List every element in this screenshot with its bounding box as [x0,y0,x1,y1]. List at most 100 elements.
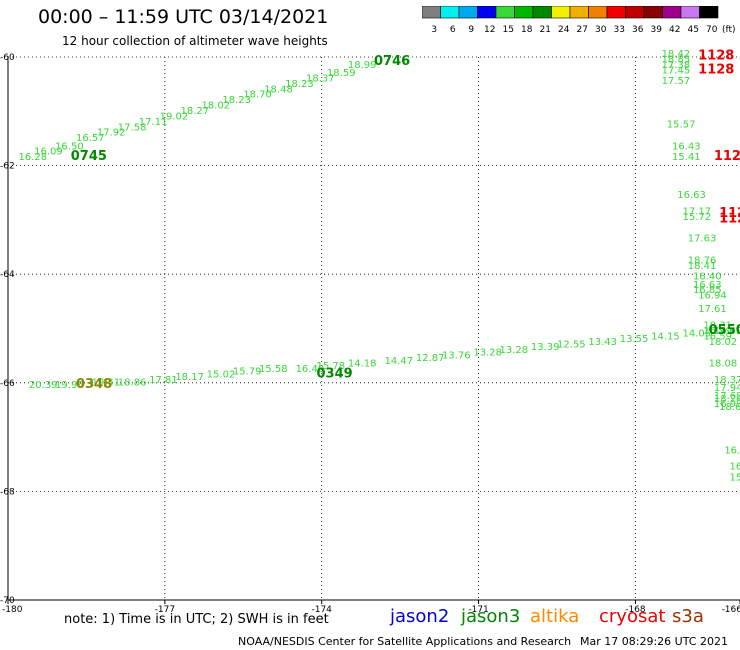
wave-height-value: 16.40 [693,272,722,283]
colorbar-label: 6 [450,25,456,35]
wave-height-value: 15.90 [730,473,740,484]
y-tick-label: -62 [0,162,15,172]
wave-height-value: 14.43 [714,326,740,337]
wave-height-value: 18.48 [264,84,293,95]
wave-height-value: 18.02 [201,101,230,112]
wave-height-value: 18.42 [662,49,691,60]
wave-height-value: 18.70 [243,90,272,101]
wave-height-value: 14.05 [682,329,711,340]
wave-height-value: 13.28 [499,345,528,356]
pass-time-label: 0550 [709,323,740,338]
footer-note: note: 1) Time is in UTC; 2) SWH is in fe… [64,612,329,627]
colorbar-label: 36 [632,25,644,35]
wave-height-value: 17.68 [714,391,740,402]
wave-height-value: 18.02 [709,337,738,348]
wave-height-value: 16.49 [296,364,325,375]
legend-jason2: jason2 [390,606,450,627]
y-tick-label: -68 [0,487,15,497]
wave-height-value: 13.55 [620,334,649,345]
pass-time-label: 0745 [71,149,107,164]
pass-time-label: 1128 [719,206,740,221]
wave-height-value: 16.47 [730,462,740,473]
wave-height-value: 16.43 [672,141,701,152]
wave-height-value: 15.02 [207,369,236,380]
wave-height-value: 16.59 [703,331,732,342]
wave-height-value: 14.15 [651,331,680,342]
wave-height-value: 18.23 [285,79,314,90]
wave-height-value: 16.63 [693,280,722,291]
pass-time-label: 1128 [719,212,740,227]
pass-time-label: 1128 [698,49,734,64]
wave-height-value: 16.85 [693,285,722,296]
wave-height-value: 13.39 [531,342,560,353]
colorbar-swatch [699,6,719,19]
wave-height-value: 20.39 [29,380,58,391]
pass-time-label: 0746 [374,54,410,69]
y-tick-label: -70 [0,596,15,606]
wave-height-value: 18.24 [714,394,740,405]
legend-altika: altika [530,606,580,627]
y-tick-label: -66 [0,379,15,389]
wave-height-value: 19.96 [55,380,84,391]
colorbar-label: 12 [484,25,495,35]
wave-height-value: 18.59 [327,68,356,79]
pass-time-label: 1128 [698,62,734,77]
legend-cryosat: cryosat [599,606,666,627]
wave-height-value: 15.57 [667,120,696,131]
wave-height-value: 17.63 [688,234,717,245]
wave-height-value: 16.09 [34,147,63,158]
wave-height-value: 18.85 [662,54,691,65]
colorbar-label: 9 [468,25,474,35]
wave-height-value: 18.69 [719,402,740,413]
wave-height-value: 13.43 [588,337,617,348]
color-scale-legend: 3 6 9 12 15 18 21 24 27 30 33 36 39 42 45 70 (ft) [422,6,736,35]
wave-height-value: 16.57 [76,133,105,144]
wave-height-value: 16.50 [55,141,84,152]
wave-height-value: 12.87 [416,353,445,364]
wave-height-value: 17.17 [682,206,711,217]
wave-height-value: 17.57 [662,76,691,87]
wave-height-value: 15.72 [682,212,711,223]
chart-subtitle: 12 hour collection of altimeter wave hei… [62,34,328,48]
wave-height-value: 18.17 [175,372,204,383]
colorbar-label: 21 [540,25,551,35]
x-tick-label: -174 [311,605,332,615]
wave-height-value: 14.18 [348,359,377,370]
wave-height-value: 16.63 [677,190,706,201]
colorbar-label: 33 [614,25,625,35]
legend-s3a: s3a [672,606,704,627]
y-tick-label: -60 [0,53,15,63]
x-tick-label: -166 [722,605,740,615]
wave-height-value: 16.94 [698,291,727,302]
pass-time-label: 1128 [714,149,740,164]
colorbar-label: 45 [688,25,699,35]
wave-height-value: 18.37 [306,73,335,84]
credit-text: NOAA/NESDIS Center for Satellite Applica… [238,635,572,648]
colorbar-label: 70 [706,25,718,35]
wave-height-value: 18.08 [709,359,738,370]
wave-height-value: 17.58 [118,122,147,133]
wave-height-value: 18.31 [703,321,732,332]
colorbar-label: 24 [558,25,570,35]
generated-timestamp: Mar 17 08:29:26 UTC 2021 [580,635,728,648]
wave-height-value: 14.47 [384,356,413,367]
legend-jason3: jason3 [461,606,521,627]
wave-height-value: 17.45 [662,65,691,76]
colorbar-label: 27 [577,25,588,35]
wave-height-value: 17.11 [139,117,168,128]
colorbar-unit: (ft) [722,25,736,35]
wave-height-value: 18.27 [181,106,210,117]
colorbar-label: 15 [503,25,514,35]
wave-height-value: 18.23 [222,95,251,106]
wave-height-value: 18.86 [118,378,147,389]
colorbar-label: 39 [651,25,663,35]
x-tick-label: -168 [625,605,646,615]
colorbar-label: 30 [595,25,607,35]
wave-height-value: 15.78 [316,361,345,372]
x-tick-label: -177 [155,605,175,615]
wave-height-value: 17.92 [97,128,126,139]
wave-height-value: 13.76 [442,350,471,361]
wave-height-value: 17.61 [698,304,727,315]
wave-height-value: 19.02 [160,111,189,122]
wave-height-value: 19.41 [92,378,121,389]
